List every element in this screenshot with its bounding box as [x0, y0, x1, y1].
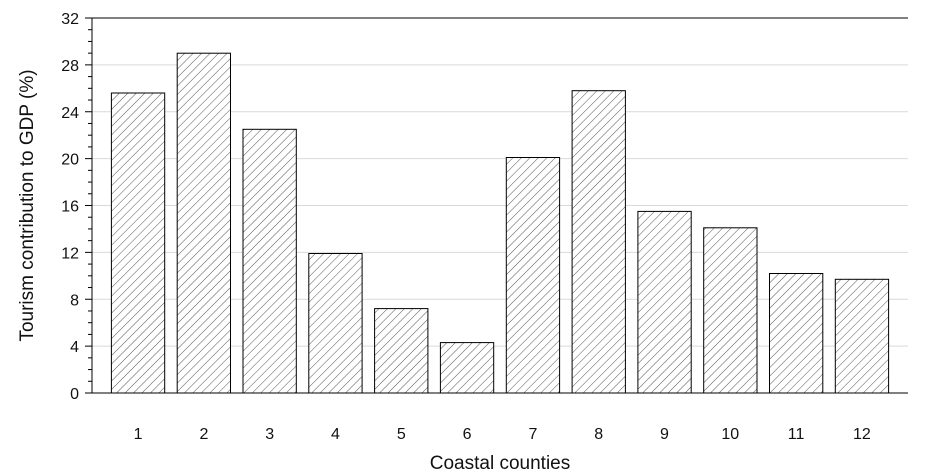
y-tick-label: 16 — [61, 199, 79, 216]
x-tick-label: 3 — [265, 426, 274, 443]
y-tick-label: 12 — [61, 245, 79, 262]
y-axis-title: Tourism contribution to GDP (%) — [17, 69, 38, 341]
y-tick-label: 8 — [70, 292, 79, 309]
bar-5 — [374, 308, 429, 394]
bars — [110, 52, 890, 394]
y-tick-label: 0 — [70, 386, 79, 403]
bar-4 — [308, 253, 363, 394]
bar-2 — [176, 52, 231, 394]
y-tick-label: 24 — [61, 105, 79, 122]
bar-9 — [637, 210, 692, 394]
y-tick-label: 20 — [61, 152, 79, 169]
x-tick-label: 7 — [528, 426, 537, 443]
x-tick-label: 2 — [199, 426, 208, 443]
x-tick-label: 12 — [853, 426, 871, 443]
y-tick-label: 28 — [61, 58, 79, 75]
x-tick-label: 11 — [788, 426, 805, 443]
x-tick-label: 1 — [134, 426, 143, 443]
y-tick-label: 4 — [70, 339, 79, 356]
x-tick-label: 10 — [721, 426, 739, 443]
bar-1 — [110, 92, 166, 394]
x-tick-label: 5 — [397, 426, 406, 443]
bar-6 — [439, 342, 495, 394]
y-tick-label: 32 — [61, 11, 79, 28]
bar-11 — [769, 273, 824, 394]
bar-3 — [242, 128, 297, 394]
bar-8 — [571, 90, 626, 394]
x-tick-label: 8 — [594, 426, 603, 443]
bar-12 — [834, 278, 890, 394]
bar-7 — [505, 157, 561, 394]
x-tick-label: 6 — [463, 426, 472, 443]
x-tick-label: 9 — [660, 426, 669, 443]
axes — [85, 17, 908, 394]
x-axis-title: Coastal counties — [430, 453, 570, 474]
bar-10 — [703, 227, 758, 394]
x-tick-label: 4 — [331, 426, 340, 443]
